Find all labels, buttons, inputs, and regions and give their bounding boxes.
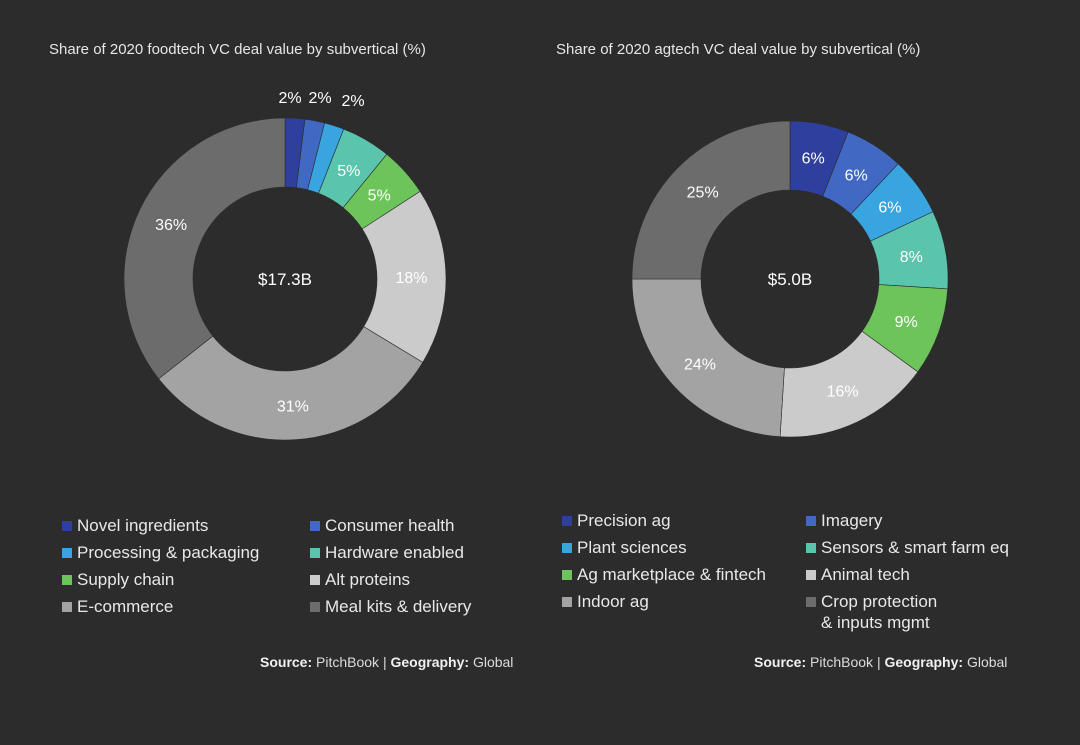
legend-label: Plant sciences: [577, 538, 687, 557]
legend-swatch: [62, 548, 72, 558]
legend-label: Precision ag: [577, 511, 671, 530]
legend-item-imagery: Imagery: [806, 510, 1026, 537]
slice-label-crop-protection-inputs-mgmt: 25%: [687, 185, 719, 202]
slice-crop-protection-inputs-mgmt: [631, 120, 791, 280]
legend-item-alt-proteins: Alt proteins: [310, 569, 510, 596]
legend-swatch: [62, 602, 72, 612]
source-label: Source:: [260, 654, 313, 670]
legend-item-sensors-smart-farm-eq: Sensors & smart farm eq: [806, 537, 1026, 564]
source-value: PitchBook: [316, 654, 380, 670]
legend-label: Supply chain: [77, 570, 175, 589]
legend-label: Consumer health: [325, 516, 455, 535]
legend-label: Novel ingredients: [77, 516, 209, 535]
legend-swatch: [310, 548, 320, 558]
legend-label: Ag marketplace & fintech: [577, 565, 766, 584]
legend-swatch: [62, 575, 72, 585]
legend-swatch: [806, 516, 816, 526]
legend-swatch: [62, 521, 72, 531]
legend-label: Hardware enabled: [325, 543, 464, 562]
slice-label-novel-ingredients: 2%: [278, 90, 301, 107]
legend-swatch: [310, 521, 320, 531]
source-value: PitchBook: [810, 654, 874, 670]
foodtech-chart-title: Share of 2020 foodtech VC deal value by …: [49, 41, 426, 58]
foodtech-legend: Novel ingredients Consumer health Processi…: [62, 515, 510, 623]
slice-e-commerce: [158, 326, 424, 441]
slice-label-precision-ag: 6%: [802, 151, 825, 168]
agtech-source-note: Source: PitchBook | Geography: Global: [754, 654, 1007, 670]
geography-label: Geography:: [884, 654, 964, 670]
slice-label-e-commerce: 31%: [277, 398, 309, 415]
legend-swatch: [562, 543, 572, 553]
legend-item-plant-sciences: Plant sciences: [562, 537, 806, 564]
slice-label-sensors-smart-farm-eq: 8%: [900, 249, 923, 266]
slice-meal-kits-delivery: [123, 117, 286, 380]
slice-label-plant-sciences: 6%: [878, 199, 901, 216]
slice-label-processing-packaging: 2%: [341, 93, 364, 110]
legend-item-e-commerce: E-commerce: [62, 596, 310, 623]
legend-item-consumer-health: Consumer health: [310, 515, 510, 542]
legend-item-hardware-enabled: Hardware enabled: [310, 542, 510, 569]
slice-label-animal-tech: 16%: [827, 384, 859, 401]
legend-swatch: [806, 570, 816, 580]
slice-label-indoor-ag: 24%: [684, 357, 716, 374]
slice-label-consumer-health: 2%: [308, 90, 331, 107]
legend-label: E-commerce: [77, 597, 174, 616]
slice-label-alt-proteins: 18%: [395, 270, 427, 287]
slice-label-hardware-enabled: 5%: [337, 163, 360, 180]
legend-swatch: [806, 543, 816, 553]
legend-item-animal-tech: Animal tech: [806, 564, 1026, 591]
legend-swatch: [562, 597, 572, 607]
slice-alt-proteins: [361, 190, 447, 363]
separator: |: [382, 654, 387, 670]
legend-label: Meal kits & delivery: [325, 597, 472, 616]
center-total-label: $17.3B: [258, 270, 312, 289]
separator: |: [876, 654, 881, 670]
legend-label: Alt proteins: [325, 570, 411, 589]
foodtech-donut-chart: 2% 2% 2% 5% 5% 18% 31% 36% $17.3B: [123, 90, 447, 441]
agtech-chart-title: Share of 2020 agtech VC deal value by su…: [556, 41, 921, 58]
legend-item-indoor-ag: Indoor ag: [562, 591, 806, 618]
agtech-legend: Precision ag Imagery Plant sciences Sensors…: [562, 510, 1026, 632]
legend-swatch: [310, 602, 320, 612]
geography-value: Global: [472, 654, 514, 670]
legend-swatch: [310, 575, 320, 585]
foodtech-source-note: Source: PitchBook | Geography: Global: [260, 654, 513, 670]
geography-label: Geography:: [390, 654, 470, 670]
legend-label: Animal tech: [821, 565, 910, 584]
source-label: Source:: [754, 654, 807, 670]
slice-indoor-ag: [631, 278, 785, 438]
legend-item-supply-chain: Supply chain: [62, 569, 310, 596]
geography-value: Global: [966, 654, 1008, 670]
legend-item-ag-marketplace-fintech: Ag marketplace & fintech: [562, 564, 806, 591]
legend-item-crop-protection-inputs-mgmt: Crop protection & inputs mgmt: [806, 591, 1026, 632]
agtech-donut-chart: 6% 6% 6% 8% 9% 16% 24% 25% $5.0B: [631, 120, 949, 438]
legend-label: Sensors & smart farm eq: [821, 538, 1010, 557]
slice-label-imagery: 6%: [845, 168, 868, 185]
legend-label: Indoor ag: [577, 592, 649, 611]
legend-swatch: [806, 597, 816, 607]
slice-label-supply-chain: 5%: [368, 188, 391, 205]
slice-label-ag-marketplace-fintech: 9%: [895, 314, 918, 331]
legend-label: Crop protection & inputs mgmt: [821, 592, 938, 632]
slice-label-meal-kits-delivery: 36%: [155, 217, 187, 234]
legend-label: Processing & packaging: [77, 543, 260, 562]
center-total-label: $5.0B: [768, 270, 812, 289]
legend-item-precision-ag: Precision ag: [562, 510, 806, 537]
legend-swatch: [562, 516, 572, 526]
legend-item-novel-ingredients: Novel ingredients: [62, 515, 310, 542]
legend-label: Imagery: [821, 511, 883, 530]
legend-item-meal-kits-delivery: Meal kits & delivery: [310, 596, 510, 623]
legend-item-processing-packaging: Processing & packaging: [62, 542, 310, 569]
legend-swatch: [562, 570, 572, 580]
